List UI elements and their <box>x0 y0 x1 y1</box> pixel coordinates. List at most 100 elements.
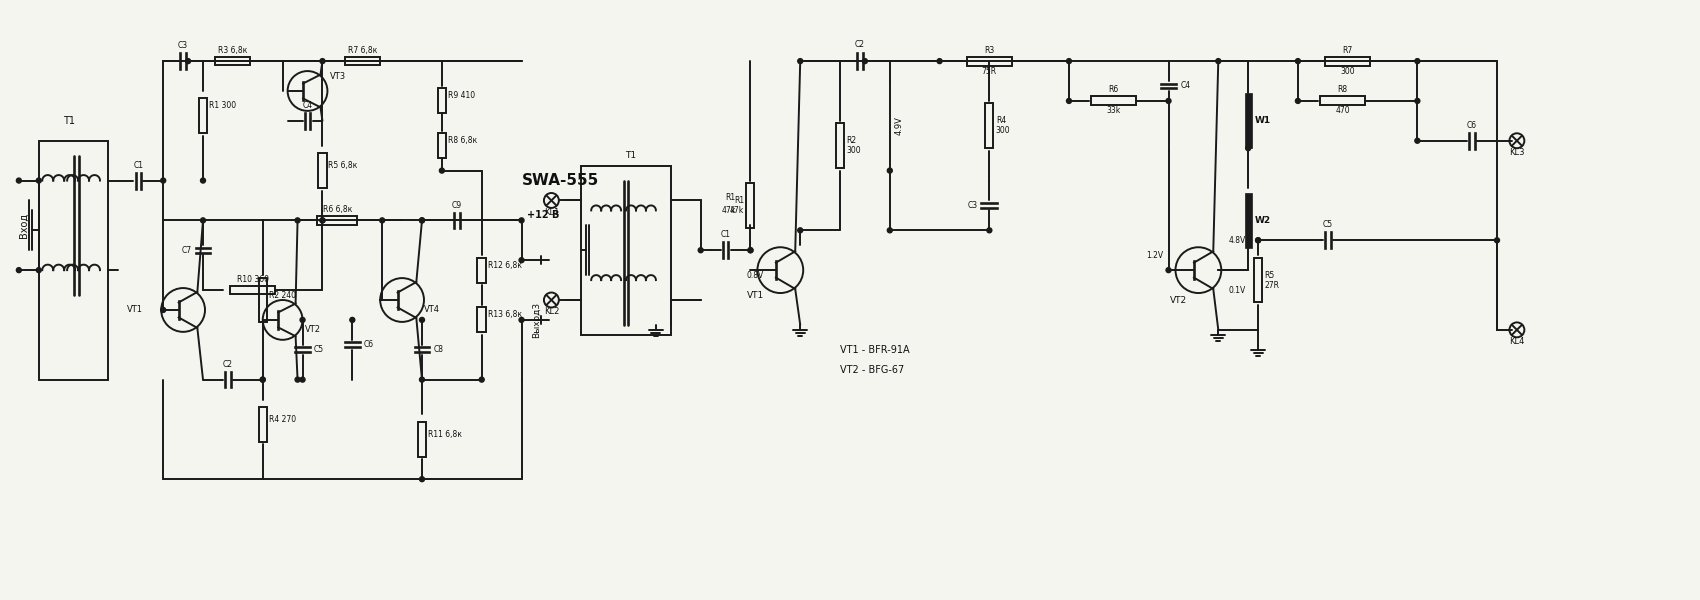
Text: C4: C4 <box>303 101 313 110</box>
Bar <box>437 88 445 113</box>
Circle shape <box>296 218 301 223</box>
Text: R2 240: R2 240 <box>269 290 296 299</box>
Text: Вход: Вход <box>19 213 29 238</box>
Circle shape <box>1414 98 1419 103</box>
Circle shape <box>748 248 753 253</box>
Text: R6: R6 <box>1108 85 1119 94</box>
Circle shape <box>479 377 484 382</box>
Text: R3: R3 <box>984 46 994 55</box>
Text: C3: C3 <box>967 201 978 210</box>
Text: 300: 300 <box>996 126 1010 135</box>
Circle shape <box>988 228 991 233</box>
Circle shape <box>797 59 802 64</box>
Circle shape <box>320 59 325 64</box>
Text: 4.9V: 4.9V <box>894 116 904 135</box>
Text: Выход3: Выход3 <box>532 302 541 338</box>
Circle shape <box>260 377 265 382</box>
Circle shape <box>1494 238 1499 243</box>
Text: R7: R7 <box>1343 46 1353 55</box>
Bar <box>746 183 755 228</box>
Circle shape <box>518 317 524 322</box>
Text: R5: R5 <box>1265 271 1275 280</box>
Circle shape <box>420 218 425 223</box>
Circle shape <box>162 307 165 313</box>
Circle shape <box>201 178 206 183</box>
Circle shape <box>1295 59 1300 64</box>
Text: KL2: KL2 <box>544 307 559 316</box>
Text: R4 270: R4 270 <box>269 415 296 424</box>
Text: R5 6,8к: R5 6,8к <box>328 161 357 170</box>
Bar <box>1321 97 1365 106</box>
Text: R8: R8 <box>1338 85 1348 94</box>
Circle shape <box>518 257 524 263</box>
Text: C5: C5 <box>1323 220 1333 229</box>
Circle shape <box>797 228 802 233</box>
Circle shape <box>1256 238 1261 243</box>
Text: R3 6,8к: R3 6,8к <box>218 46 248 55</box>
Text: VT2: VT2 <box>1170 296 1187 305</box>
Text: SWA-555: SWA-555 <box>522 173 598 188</box>
Bar <box>1091 97 1136 106</box>
Text: +12 В: +12 В <box>527 211 559 220</box>
Circle shape <box>17 268 22 272</box>
Circle shape <box>185 59 190 64</box>
Circle shape <box>320 218 325 223</box>
Circle shape <box>379 218 384 223</box>
Text: 33k: 33k <box>1107 106 1120 115</box>
Bar <box>345 57 379 65</box>
Circle shape <box>201 218 206 223</box>
Circle shape <box>296 377 301 382</box>
Circle shape <box>162 178 165 183</box>
Text: VT4: VT4 <box>423 305 440 314</box>
Text: C2: C2 <box>855 40 865 49</box>
Text: 4.8V: 4.8V <box>1227 236 1246 245</box>
Circle shape <box>1066 98 1071 103</box>
Circle shape <box>1166 268 1171 272</box>
Text: R6 6,8к: R6 6,8к <box>323 205 352 214</box>
Circle shape <box>17 178 22 183</box>
Text: 27R: 27R <box>1265 281 1280 290</box>
Circle shape <box>748 248 753 253</box>
Circle shape <box>301 317 304 322</box>
Bar <box>478 307 486 332</box>
Text: C1: C1 <box>721 230 731 239</box>
Bar <box>1326 56 1370 65</box>
Circle shape <box>420 317 425 322</box>
Circle shape <box>1295 98 1300 103</box>
Text: C3: C3 <box>178 41 189 50</box>
Circle shape <box>699 248 704 253</box>
Text: T1: T1 <box>626 151 636 160</box>
Text: C6: C6 <box>364 340 374 349</box>
Text: R1 300: R1 300 <box>209 101 236 110</box>
Text: R10 360: R10 360 <box>236 275 269 284</box>
Circle shape <box>420 476 425 482</box>
Bar <box>318 216 357 224</box>
Text: R1: R1 <box>726 193 736 202</box>
Bar <box>39 141 109 380</box>
Text: VT1: VT1 <box>128 305 143 314</box>
Circle shape <box>887 168 892 173</box>
Text: KL1: KL1 <box>544 208 559 217</box>
Circle shape <box>1414 59 1419 64</box>
Bar <box>418 422 427 457</box>
Text: T1: T1 <box>63 116 75 126</box>
Text: R1: R1 <box>734 196 745 205</box>
Text: C4: C4 <box>1180 82 1190 91</box>
Text: C1: C1 <box>133 161 143 170</box>
Text: VT1 - BFR-91A: VT1 - BFR-91A <box>840 345 910 355</box>
Text: R4: R4 <box>996 116 1006 125</box>
Text: R11 6,8к: R11 6,8к <box>428 430 462 439</box>
Bar <box>581 166 672 335</box>
Circle shape <box>1256 238 1261 243</box>
Circle shape <box>36 178 41 183</box>
Text: W2: W2 <box>1255 216 1270 225</box>
Text: R9 410: R9 410 <box>447 91 474 100</box>
Circle shape <box>862 59 867 64</box>
Text: C9: C9 <box>452 201 462 210</box>
Bar <box>258 407 267 442</box>
Text: 0.1V: 0.1V <box>1227 286 1246 295</box>
Text: 47k: 47k <box>729 206 745 215</box>
Text: 470: 470 <box>1336 106 1350 115</box>
Text: 0.8V: 0.8V <box>746 271 763 280</box>
Text: C7: C7 <box>182 246 192 255</box>
